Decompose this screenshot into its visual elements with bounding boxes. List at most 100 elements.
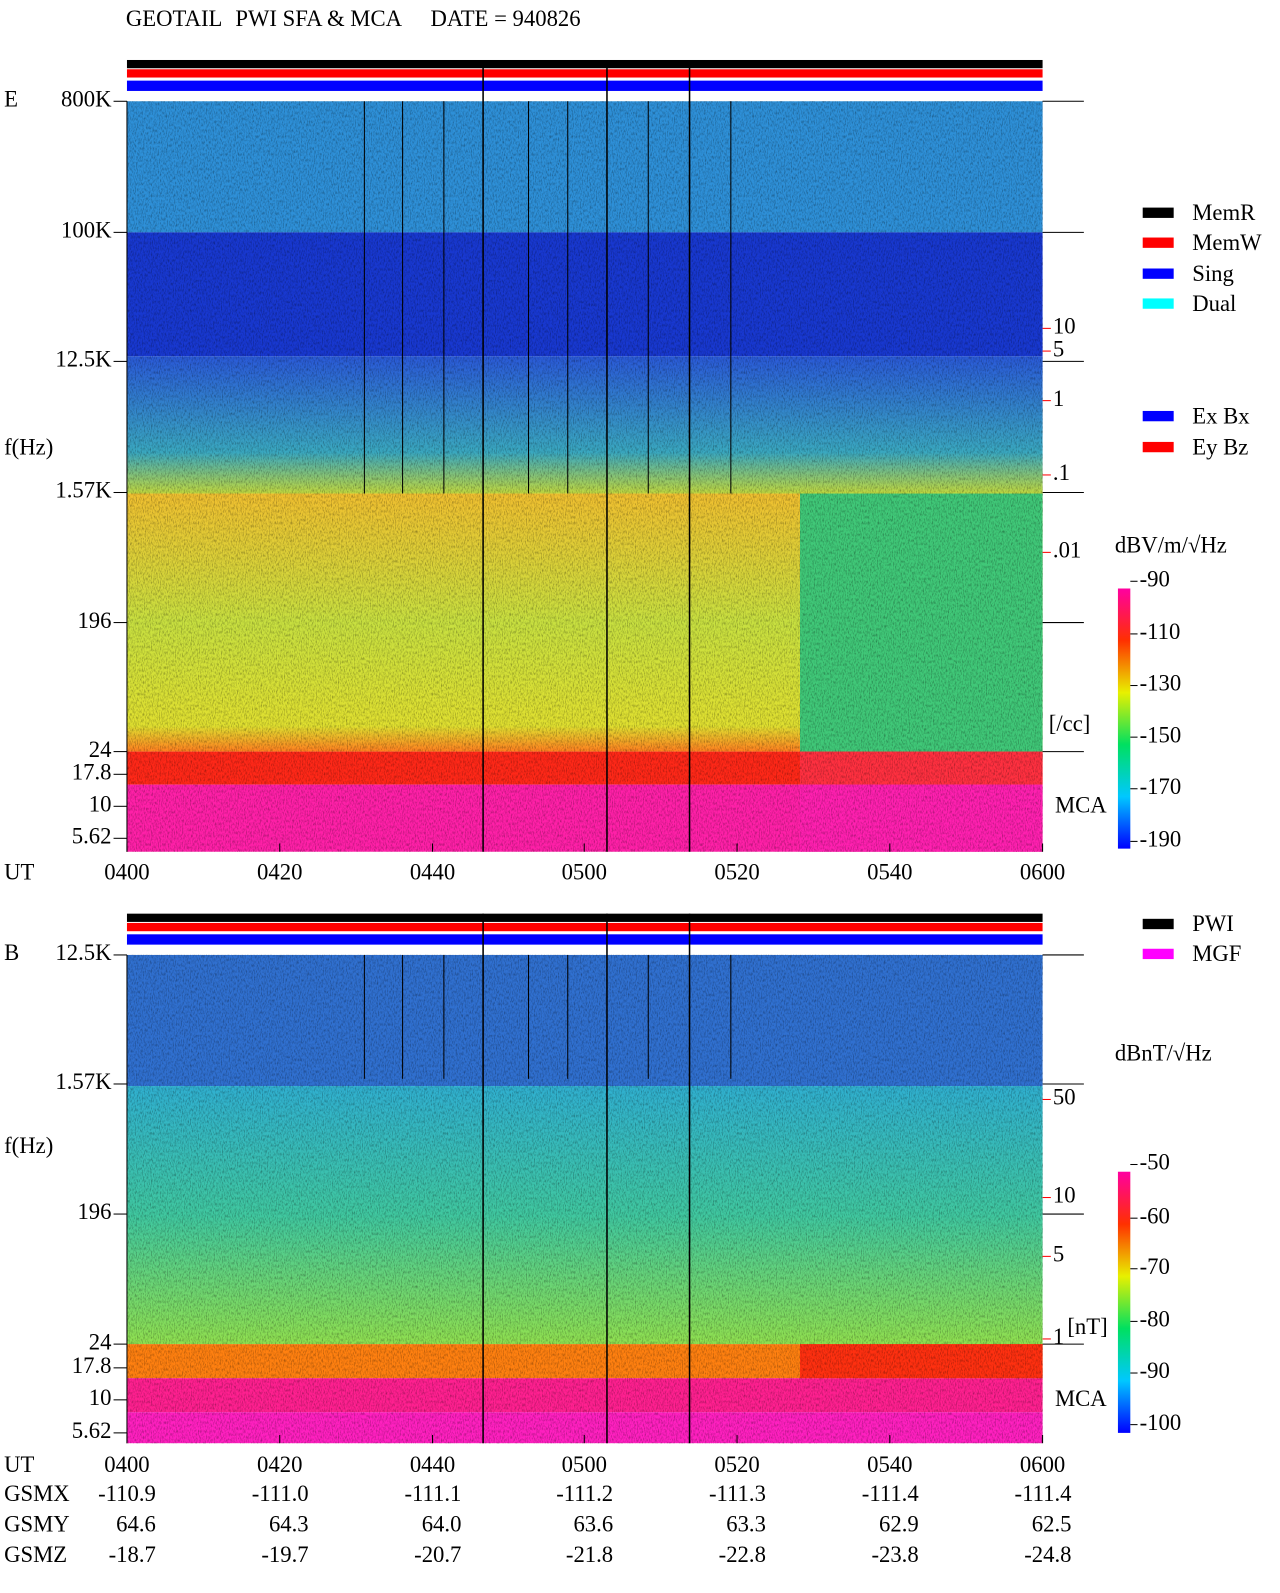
y-tick-label: 800K	[61, 86, 112, 111]
orbit-value: -22.8	[719, 1542, 766, 1567]
y-tick-label: 1.57K	[55, 1069, 112, 1094]
x-tick-label: 0500	[562, 1452, 607, 1477]
density-tick-label: 10	[1053, 1183, 1076, 1208]
legend-label: Ey Bz	[1192, 434, 1248, 459]
status-bar	[126, 80, 1043, 91]
y-tick-label: 17.8	[72, 1353, 112, 1378]
colorbar-tick-label: -90	[1140, 566, 1170, 591]
status-bar	[126, 934, 1043, 945]
mca-label: MCA	[1055, 793, 1107, 818]
colorbar-tick-label: -60	[1140, 1203, 1170, 1228]
density-unit: [/cc]	[1049, 711, 1091, 736]
colorbar-tick-label: -80	[1140, 1307, 1170, 1332]
colorbar-tick-label: -70	[1140, 1254, 1170, 1279]
colorbar-tick-label: -150	[1140, 722, 1182, 747]
orbit-value: -111.3	[709, 1481, 766, 1506]
colorbar-tick-label: -90	[1140, 1358, 1170, 1383]
y-tick-label: 24	[89, 737, 112, 762]
orbit-value: 64.3	[269, 1512, 309, 1537]
orbit-value: 64.6	[116, 1512, 156, 1537]
x-tick-label: 0500	[562, 860, 607, 885]
orbit-value: -111.0	[252, 1481, 309, 1506]
orbit-value: -24.8	[1024, 1542, 1071, 1567]
x-tick-label: 0600	[1020, 860, 1065, 885]
x-axis-label: UT	[4, 860, 34, 885]
legend-label: PWI	[1192, 911, 1234, 936]
x-tick-label: 0400	[104, 860, 149, 885]
y-tick-label: 10	[89, 1385, 112, 1410]
legend-swatch	[1142, 441, 1174, 453]
orbit-label: GSMY	[4, 1512, 70, 1537]
orbit-value: -111.4	[862, 1481, 919, 1506]
colorbar	[1117, 1171, 1131, 1433]
orbit-value: -18.7	[109, 1542, 156, 1567]
orbit-value: -111.4	[1015, 1481, 1072, 1506]
legend-swatch	[1142, 298, 1174, 309]
orbit-label: GSMX	[4, 1481, 70, 1506]
x-tick-label: 0420	[257, 1452, 302, 1477]
legend-swatch	[1142, 918, 1174, 930]
spectrogram-noise	[126, 954, 1043, 1444]
orbit-value: -21.8	[566, 1542, 613, 1567]
colorbar-tick-label: -130	[1140, 671, 1182, 696]
density-tick-label: 1	[1053, 386, 1064, 411]
y-tick-label: 196	[77, 608, 111, 633]
title-mission: GEOTAIL	[126, 6, 222, 31]
density-tick-label: 10	[1053, 314, 1076, 339]
y-tick-label: 1.57K	[55, 478, 112, 503]
spectrogram-noise	[126, 101, 1043, 852]
orbit-value: -23.8	[871, 1542, 918, 1567]
x-tick-label: 0420	[257, 860, 302, 885]
density-unit: [nT]	[1067, 1314, 1107, 1339]
legend-swatch	[1142, 410, 1174, 422]
colorbar-tick-label: -170	[1140, 774, 1182, 799]
status-bar	[126, 913, 1043, 922]
colorbar-unit: dBnT/√Hz	[1115, 1040, 1212, 1065]
y-tick-label: 100K	[61, 218, 112, 243]
orbit-value: 64.0	[422, 1512, 462, 1537]
mca-label: MCA	[1055, 1386, 1107, 1411]
orbit-value: -20.7	[414, 1542, 461, 1567]
x-tick-label: 0400	[104, 1452, 149, 1477]
title-instrument: PWI SFA & MCA	[235, 6, 402, 31]
legend-swatch	[1142, 948, 1174, 960]
x-tick-label: 0440	[410, 1452, 455, 1477]
colorbar-tick-label: -100	[1140, 1410, 1182, 1435]
x-tick-label: 0540	[867, 1452, 912, 1477]
y-tick-label: 12.5K	[55, 347, 112, 372]
y-tick-label: 5.62	[72, 824, 112, 849]
orbit-value: 62.9	[879, 1512, 919, 1537]
y-tick-label: 12.5K	[55, 940, 112, 965]
y-tick-label: 17.8	[72, 760, 112, 785]
orbit-label: GSMZ	[4, 1542, 67, 1567]
status-bar	[126, 922, 1043, 932]
colorbar-tick-label: -50	[1140, 1150, 1170, 1175]
legend-swatch	[1142, 268, 1174, 279]
orbit-value: 62.5	[1032, 1512, 1072, 1537]
legend-label: MemR	[1192, 200, 1256, 225]
x-axis-label: UT	[4, 1452, 34, 1477]
density-tick-label: 50	[1053, 1085, 1076, 1110]
legend-swatch	[1142, 237, 1174, 248]
x-tick-label: 0520	[714, 860, 759, 885]
y-tick-label: 196	[77, 1199, 111, 1224]
y-tick-label: 24	[89, 1329, 112, 1354]
x-tick-label: 0540	[867, 860, 912, 885]
panel-label: B	[4, 940, 19, 965]
legend-label: MGF	[1192, 941, 1241, 966]
status-bar	[126, 59, 1043, 69]
orbit-value: -111.2	[556, 1481, 613, 1506]
legend-label: Ex Bx	[1192, 403, 1250, 428]
y-axis-label: f(Hz)	[4, 1133, 53, 1158]
legend-label: MemW	[1192, 230, 1262, 255]
density-tick-label: 5	[1053, 336, 1064, 361]
colorbar	[1117, 588, 1131, 849]
colorbar-unit: dBV/m/√Hz	[1115, 532, 1227, 557]
density-tick-label: 5	[1053, 1242, 1064, 1267]
y-tick-label: 10	[89, 792, 112, 817]
density-tick-label: 1	[1053, 1324, 1064, 1349]
orbit-value: 63.6	[573, 1512, 613, 1537]
orbit-value: 63.3	[726, 1512, 766, 1537]
